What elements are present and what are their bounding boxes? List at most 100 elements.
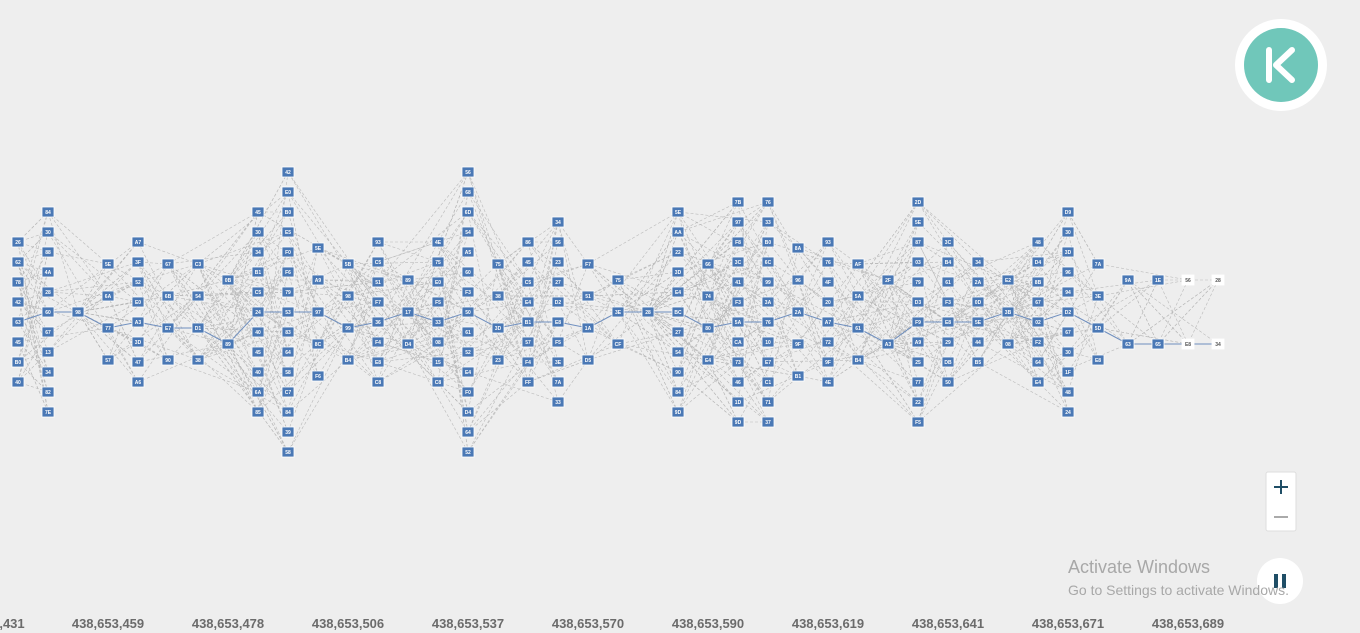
block[interactable]: B4 bbox=[341, 354, 355, 366]
block[interactable]: 97 bbox=[731, 216, 745, 228]
block[interactable]: F6 bbox=[311, 370, 325, 382]
block[interactable]: C5 bbox=[251, 286, 265, 298]
block[interactable]: E0 bbox=[131, 296, 145, 308]
block[interactable]: E2 bbox=[1001, 274, 1015, 286]
block[interactable]: F3 bbox=[731, 296, 745, 308]
block[interactable]: 56 bbox=[551, 236, 565, 248]
block[interactable]: C5 bbox=[371, 256, 385, 268]
block[interactable]: 33 bbox=[431, 316, 445, 328]
block[interactable]: 6B bbox=[161, 290, 175, 302]
block[interactable]: 68 bbox=[461, 186, 475, 198]
block[interactable]: 85 bbox=[251, 406, 265, 418]
block[interactable]: 67 bbox=[1031, 296, 1045, 308]
block[interactable]: 5E bbox=[971, 316, 985, 328]
block[interactable]: 1D bbox=[731, 396, 745, 408]
block[interactable]: F4 bbox=[371, 336, 385, 348]
block[interactable]: 99 bbox=[341, 322, 355, 334]
block[interactable]: E4 bbox=[461, 366, 475, 378]
block[interactable]: 5E bbox=[911, 216, 925, 228]
block[interactable]: 3F bbox=[131, 256, 145, 268]
block[interactable]: 97 bbox=[311, 306, 325, 318]
block[interactable]: F6 bbox=[281, 266, 295, 278]
block[interactable]: 02 bbox=[1031, 316, 1045, 328]
block[interactable]: 34 bbox=[41, 366, 55, 378]
block[interactable]: 4A bbox=[41, 266, 55, 278]
block[interactable]: 6D bbox=[461, 206, 475, 218]
block[interactable]: 30 bbox=[1061, 346, 1075, 358]
block[interactable]: 24 bbox=[1061, 406, 1075, 418]
block[interactable]: 84 bbox=[41, 206, 55, 218]
block[interactable]: 22 bbox=[911, 396, 925, 408]
block[interactable]: 98 bbox=[71, 306, 85, 318]
block[interactable]: 48 bbox=[1031, 236, 1045, 248]
block[interactable]: 6A bbox=[101, 290, 115, 302]
block[interactable]: 2D bbox=[911, 196, 925, 208]
block[interactable]: 0B bbox=[221, 274, 235, 286]
block[interactable]: 61 bbox=[461, 326, 475, 338]
block[interactable]: 64 bbox=[1031, 356, 1045, 368]
block[interactable]: 8C bbox=[311, 338, 325, 350]
block[interactable]: D4 bbox=[461, 406, 475, 418]
block[interactable]: 29 bbox=[941, 336, 955, 348]
block[interactable]: 8A bbox=[791, 242, 805, 254]
block[interactable]: 38 bbox=[491, 290, 505, 302]
block[interactable]: 33 bbox=[761, 216, 775, 228]
block[interactable]: 27 bbox=[551, 276, 565, 288]
block[interactable]: 2A bbox=[791, 306, 805, 318]
block[interactable]: F5 bbox=[551, 336, 565, 348]
block[interactable]: A7 bbox=[821, 316, 835, 328]
block[interactable]: 56 bbox=[461, 166, 475, 178]
block[interactable]: 61 bbox=[941, 276, 955, 288]
block[interactable]: 84 bbox=[281, 406, 295, 418]
block[interactable]: 54 bbox=[191, 290, 205, 302]
block[interactable]: 45 bbox=[521, 256, 535, 268]
block[interactable]: D4 bbox=[401, 338, 415, 350]
block[interactable]: DB bbox=[941, 356, 955, 368]
block[interactable]: 1E bbox=[1151, 274, 1165, 286]
block[interactable]: 42 bbox=[11, 296, 25, 308]
block[interactable]: CF bbox=[611, 338, 625, 350]
block[interactable]: 9D bbox=[731, 416, 745, 428]
block[interactable]: 4F bbox=[821, 276, 835, 288]
block[interactable]: F8 bbox=[731, 236, 745, 248]
block[interactable]: FF bbox=[521, 376, 535, 388]
block[interactable]: E7 bbox=[761, 356, 775, 368]
block[interactable]: 3C bbox=[941, 236, 955, 248]
block[interactable]: F5 bbox=[911, 416, 925, 428]
block[interactable]: 3D bbox=[491, 322, 505, 334]
block[interactable]: 90 bbox=[671, 366, 685, 378]
block[interactable]: 45 bbox=[251, 206, 265, 218]
block[interactable]: B4 bbox=[941, 256, 955, 268]
block[interactable]: 6A bbox=[251, 386, 265, 398]
block[interactable]: 26 bbox=[11, 236, 25, 248]
block[interactable]: 17 bbox=[401, 306, 415, 318]
block[interactable]: 51 bbox=[371, 276, 385, 288]
block[interactable]: 53 bbox=[281, 306, 295, 318]
block[interactable]: 77 bbox=[101, 322, 115, 334]
block[interactable]: 7B bbox=[731, 196, 745, 208]
block[interactable]: D4 bbox=[1031, 256, 1045, 268]
block[interactable]: 72 bbox=[821, 336, 835, 348]
block[interactable]: E7 bbox=[161, 322, 175, 334]
block[interactable]: 23 bbox=[551, 256, 565, 268]
block[interactable]: 5A bbox=[731, 316, 745, 328]
block[interactable]: 74 bbox=[701, 290, 715, 302]
block[interactable]: 76 bbox=[761, 316, 775, 328]
block[interactable]: 7E bbox=[41, 406, 55, 418]
block[interactable]: 9A bbox=[1121, 274, 1135, 286]
block[interactable]: 66 bbox=[701, 258, 715, 270]
block[interactable]: 10 bbox=[761, 336, 775, 348]
block[interactable]: 82 bbox=[41, 386, 55, 398]
block[interactable]: 34 bbox=[251, 246, 265, 258]
block[interactable]: 44 bbox=[971, 336, 985, 348]
block[interactable]: 3E bbox=[611, 306, 625, 318]
block[interactable]: 56 bbox=[1181, 274, 1195, 286]
block[interactable]: 9F bbox=[791, 338, 805, 350]
block[interactable]: 96 bbox=[791, 274, 805, 286]
block[interactable]: 22 bbox=[671, 246, 685, 258]
block[interactable]: 76 bbox=[761, 196, 775, 208]
block[interactable]: E8 bbox=[371, 356, 385, 368]
block[interactable]: 40 bbox=[251, 326, 265, 338]
block[interactable]: 50 bbox=[941, 376, 955, 388]
block[interactable]: 15 bbox=[431, 356, 445, 368]
